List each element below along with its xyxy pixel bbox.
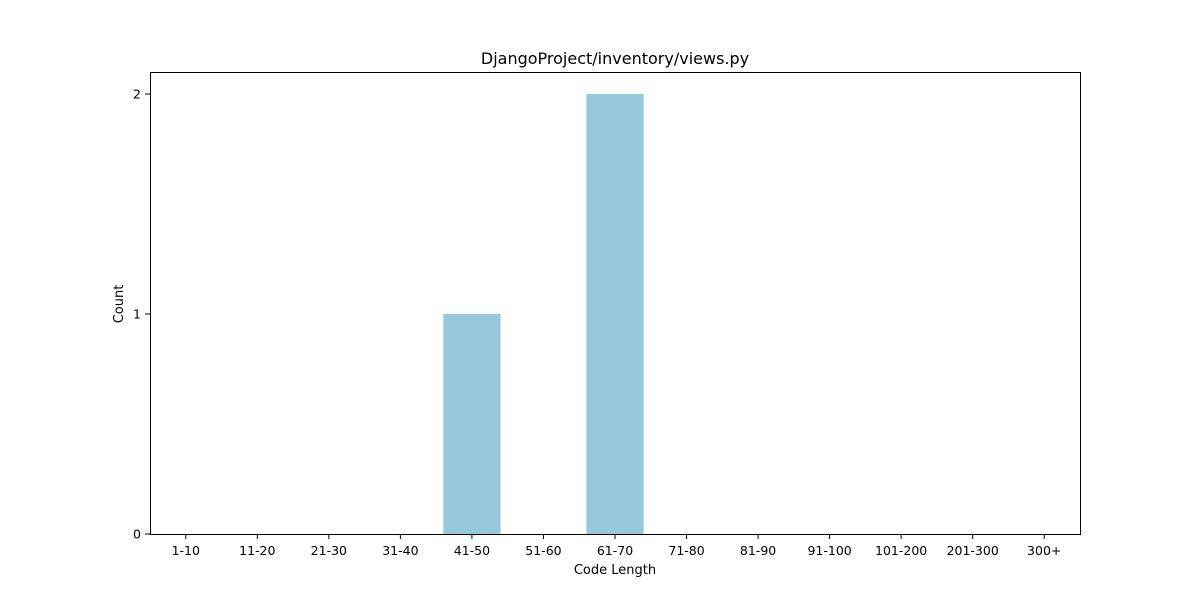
x-tick-label: 71-80: [668, 543, 704, 558]
x-axis-label: Code Length: [574, 563, 656, 578]
y-tick-label: 1: [133, 307, 141, 322]
x-tick-label: 41-50: [454, 543, 490, 558]
x-tick-label: 300+: [1027, 543, 1061, 558]
x-tick-label: 81-90: [740, 543, 776, 558]
bars-group: [443, 94, 644, 534]
chart-title: DjangoProject/inventory/views.py: [481, 49, 749, 68]
y-tick-label: 0: [133, 527, 141, 542]
y-axis-label: Count: [112, 285, 127, 324]
bar-41-50: [443, 314, 501, 534]
x-tick-label: 1-10: [172, 543, 200, 558]
x-tick-label: 201-300: [947, 543, 999, 558]
x-tick-label: 101-200: [875, 543, 927, 558]
x-tick-label: 31-40: [382, 543, 418, 558]
x-axis: 1-10 11-20 21-30 31-40 41-50 51-60 61-70 71-80 8…: [172, 534, 1061, 558]
y-axis: 0 1 2: [133, 87, 151, 542]
x-tick-label: 11-20: [239, 543, 275, 558]
bar-61-70: [586, 94, 644, 534]
x-tick-label: 51-60: [525, 543, 561, 558]
x-tick-label: 21-30: [311, 543, 347, 558]
x-tick-label: 91-100: [807, 543, 851, 558]
x-tick-label: 61-70: [597, 543, 633, 558]
y-tick-label: 2: [133, 87, 141, 102]
